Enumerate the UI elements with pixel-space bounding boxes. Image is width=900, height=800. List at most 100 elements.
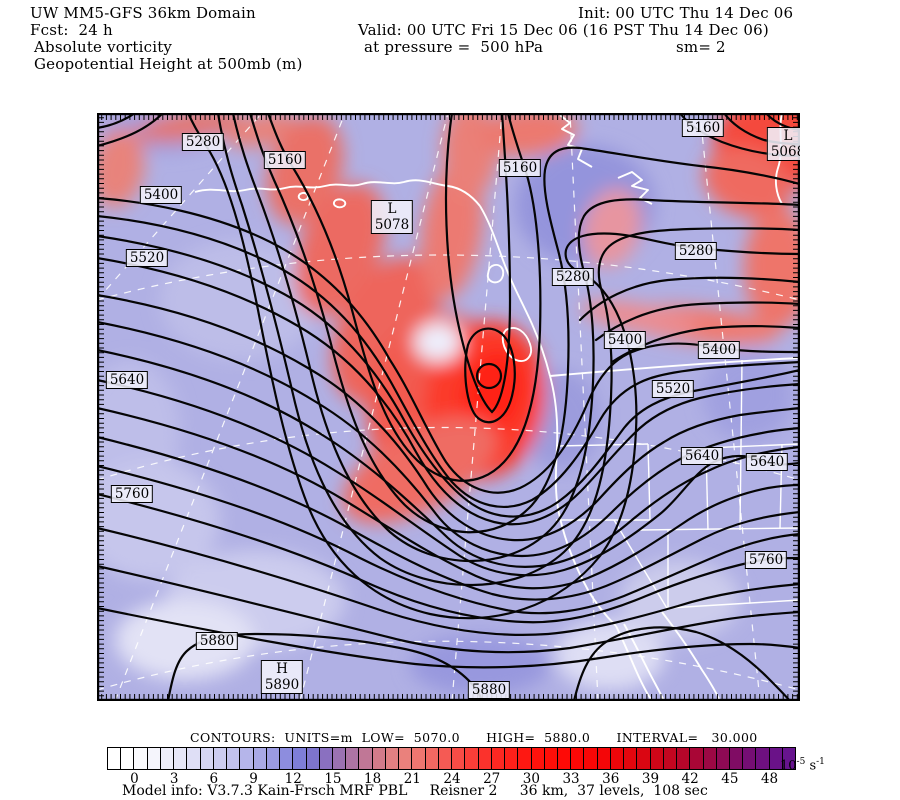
colorbar-cell <box>384 747 400 770</box>
colorbar-cell <box>702 747 717 770</box>
colorbar-cell <box>212 747 228 770</box>
colorbar-cell <box>411 747 426 770</box>
contour-label: 5160 <box>498 159 542 177</box>
contour-label: 5760 <box>110 485 154 503</box>
unit-exponent: -5 <box>796 757 806 767</box>
model-info: Model info: V3.7.3 Kain-Frsch MRF PBL Re… <box>122 783 708 799</box>
contours-legend: CONTOURS: UNITS=m LOW= 5070.0 HIGH= 5880… <box>190 730 758 745</box>
colorbar-cell <box>596 747 611 770</box>
colorbar-tick-label: 15 <box>324 771 342 787</box>
contour-label: 5160 <box>263 151 307 169</box>
contour-label: 5640 <box>745 453 789 471</box>
extremum-label: L 5078 <box>370 200 414 234</box>
colorbar-cell <box>305 747 320 770</box>
colorbar-cell <box>530 747 545 770</box>
colorbar-cell <box>477 747 492 770</box>
forecast-hour: Fcst: 24 h <box>30 21 113 39</box>
colorbar-cell <box>318 747 333 770</box>
colorbar-tick-label: 18 <box>364 771 382 787</box>
colorbar-cell <box>146 747 161 770</box>
colorbar-tick-label: 39 <box>641 771 660 787</box>
colorbar-tick-label: 3 <box>169 771 179 787</box>
colorbar-cell <box>729 747 744 770</box>
colorbar-cell <box>424 747 439 770</box>
colorbar-cell <box>331 747 347 770</box>
colorbar-tick-label: 0 <box>130 771 139 787</box>
colorbar-cell <box>358 747 373 770</box>
contour-label: 5400 <box>697 341 741 359</box>
colorbar-cell <box>649 747 664 770</box>
colorbar-cell <box>371 747 386 770</box>
colorbar-cell <box>742 747 757 770</box>
field-name-shaded: Absolute vorticity <box>34 38 173 56</box>
pressure-level: at pressure = 500 hPa <box>364 38 544 56</box>
colorbar-tick-label: 9 <box>249 771 258 787</box>
colorbar-cell <box>239 747 254 770</box>
colorbar-cell <box>226 747 241 770</box>
colorbar-cell <box>781 747 797 770</box>
map-canvas <box>97 113 800 701</box>
valid-time: Valid: 00 UTC Fri 15 Dec 06 (16 PST Thu … <box>358 21 769 39</box>
init-time: Init: 00 UTC Thu 14 Dec 06 <box>578 4 794 22</box>
colorbar-cell <box>159 747 175 770</box>
colorbar-tick-label: 6 <box>209 771 219 787</box>
colorbar-cell <box>173 747 188 770</box>
colorbar-cell <box>437 747 453 770</box>
colorbar-tick-label: 45 <box>721 771 739 787</box>
colorbar-cell <box>464 747 479 770</box>
colorbar-cell <box>451 747 466 770</box>
contour-label: 5640 <box>105 371 149 389</box>
contour-label: 5640 <box>680 447 724 465</box>
colorbar-cell <box>623 747 638 770</box>
colorbar-tick-label: 36 <box>602 771 620 787</box>
colorbar-cell <box>292 747 307 770</box>
colorbar-cell <box>543 747 558 770</box>
colorbar-cell <box>636 747 651 770</box>
extremum-label: L 5068 <box>766 127 800 161</box>
colorbar-cell <box>265 747 281 770</box>
map: 5280 5160 5400 5520 5640 5760 5160 5160 5280 5280… <box>97 113 800 701</box>
colorbar-cell <box>755 747 770 770</box>
colorbar-cell <box>570 747 585 770</box>
colorbar-tick-label: 33 <box>562 771 580 787</box>
colorbar-tick-label: 30 <box>522 771 540 787</box>
colorbar-tick-label: 12 <box>284 771 302 787</box>
contour-label: 5280 <box>181 133 225 151</box>
colorbar-cell <box>583 747 598 770</box>
height-contours <box>97 113 800 701</box>
colorbar-cell <box>107 747 122 770</box>
colorbar-cell <box>199 747 214 770</box>
colorbar-tick-label: 21 <box>403 771 421 787</box>
colorbar-cell <box>186 747 201 770</box>
colorbar-cell <box>398 747 413 770</box>
contour-label: 5880 <box>195 632 239 650</box>
colorbar-cell <box>556 747 572 770</box>
unit-suffix-exponent: -1 <box>816 757 825 767</box>
colorbar-tick-label: 42 <box>681 771 699 787</box>
colorbar-cell <box>517 747 532 770</box>
colorbar-cell <box>345 747 360 770</box>
colorbar-cell <box>279 747 294 770</box>
smoothing-value: sm= 2 <box>676 38 726 56</box>
map-frame <box>97 113 800 701</box>
colorbar-cell <box>490 747 506 770</box>
colorbar-cell <box>252 747 267 770</box>
contour-label: 5280 <box>551 268 595 286</box>
colorbar-cell <box>133 747 148 770</box>
contour-label: 5400 <box>139 186 183 204</box>
colorbar-cell <box>662 747 678 770</box>
chart-title: UW MM5-GFS 36km Domain <box>30 4 256 22</box>
contour-label: 5760 <box>744 551 788 569</box>
colorbar-cell <box>689 747 704 770</box>
unit-mantissa: 10 <box>780 758 797 774</box>
contour-label: 5160 <box>681 119 725 137</box>
unit-suffix: s <box>809 758 817 774</box>
colorbar-cell <box>504 747 519 770</box>
contour-label: 5400 <box>603 331 647 349</box>
field-name-contour: Geopotential Height at 500mb (m) <box>34 55 303 73</box>
colorbar-tick-label: 48 <box>760 771 779 787</box>
colorbar-cell <box>609 747 625 770</box>
colorbar-tick-label: 24 <box>443 771 461 787</box>
colorbar-cell <box>676 747 691 770</box>
